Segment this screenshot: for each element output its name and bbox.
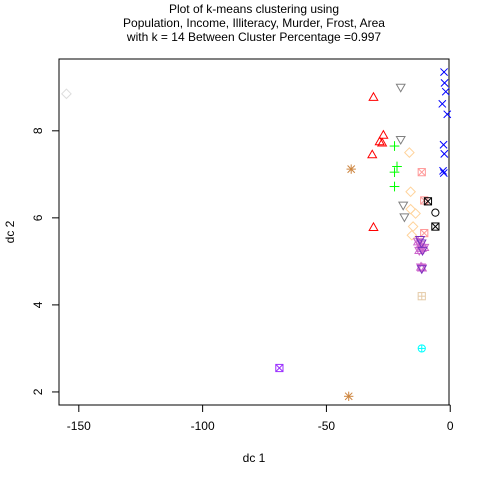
chart-title-line-2: Population, Income, Illiteracy, Murder, … — [123, 16, 385, 30]
y-tick-label: 8 — [31, 127, 45, 134]
y-tick-label: 4 — [31, 301, 45, 308]
data-point-cluster-15 — [275, 363, 284, 373]
data-point-cluster-1 — [441, 87, 450, 96]
data-point-cluster-3 — [395, 83, 406, 93]
data-point-cluster-4 — [389, 141, 400, 151]
data-point-cluster-7 — [423, 197, 433, 206]
data-point-cluster-2 — [378, 129, 389, 139]
data-point-cluster-2 — [368, 91, 379, 101]
y-tick-label: 6 — [31, 214, 45, 221]
data-point-cluster-4 — [389, 181, 400, 192]
data-point-cluster-10 — [416, 265, 427, 275]
data-point-cluster-1 — [438, 99, 447, 108]
data-point-cluster-3 — [395, 135, 406, 146]
data-point-cluster-2 — [376, 137, 388, 147]
data-point-cluster-2 — [367, 149, 378, 159]
data-points — [61, 68, 452, 401]
x-tick-label: 0 — [447, 419, 454, 433]
x-tick-label: -50 — [318, 419, 336, 433]
data-point-cluster-1 — [440, 68, 449, 77]
data-point-cluster-10 — [417, 246, 428, 257]
data-point-cluster-3 — [399, 213, 410, 223]
x-axis-label: dc 1 — [243, 451, 266, 465]
data-point-cluster-1 — [440, 149, 449, 158]
data-point-cluster-11 — [344, 391, 354, 401]
data-point-cluster-5 — [406, 229, 418, 241]
data-point-cluster-12 — [417, 292, 426, 301]
data-point-cluster-3 — [398, 201, 409, 211]
data-point-cluster-2 — [368, 221, 379, 231]
x-tick-label: -150 — [67, 419, 91, 433]
y-tick-label: 2 — [31, 388, 45, 395]
data-point-cluster-1 — [439, 140, 448, 149]
data-point-cluster-8 — [431, 208, 440, 217]
data-point-cluster-1 — [439, 169, 448, 177]
data-point-cluster-1 — [440, 78, 449, 87]
data-point-cluster-6 — [417, 168, 426, 177]
data-point-cluster-5 — [410, 208, 421, 219]
y-axis-label: dc 2 — [3, 220, 17, 243]
data-point-cluster-5 — [403, 147, 415, 158]
data-point-cluster-1 — [439, 166, 448, 175]
data-point-cluster-11 — [346, 164, 356, 174]
x-axis: -150 -100 -50 0 — [67, 404, 454, 433]
data-point-cluster-5 — [405, 186, 417, 198]
data-point-cluster-7 — [431, 222, 440, 231]
data-point-cluster-4 — [392, 161, 402, 172]
data-point-cluster-2 — [374, 136, 385, 146]
data-point-cluster-10 — [416, 239, 427, 249]
data-point-cluster-1 — [443, 110, 452, 119]
chart-title-line-1: Plot of k-means clustering using — [169, 2, 339, 16]
data-point-cluster-13 — [417, 344, 426, 353]
chart-title-line-3: with k = 14 Between Cluster Percentage =… — [126, 30, 381, 44]
y-axis: 2 4 6 8 — [31, 127, 60, 395]
data-point-cluster-14 — [61, 88, 72, 100]
x-tick-label: -100 — [191, 419, 215, 433]
data-point-cluster-4 — [389, 167, 400, 178]
